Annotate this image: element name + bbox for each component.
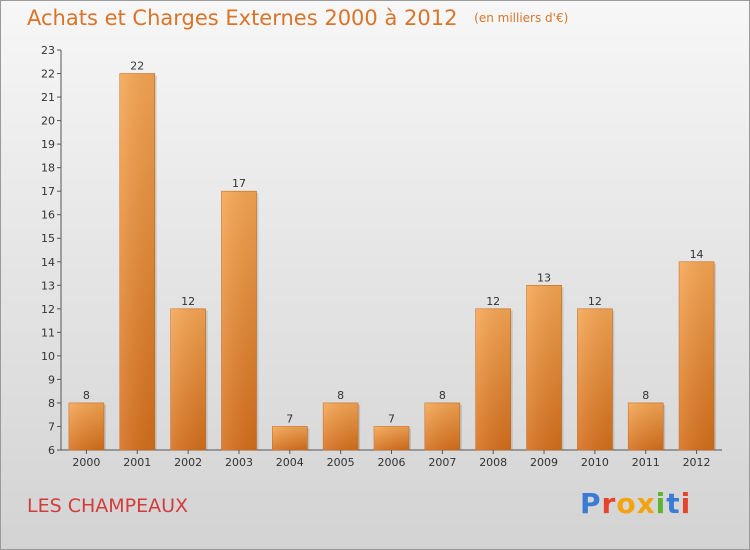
bar-shine bbox=[68, 402, 104, 450]
x-tick-label: 2012 bbox=[683, 456, 711, 469]
x-tick-label: 2003 bbox=[225, 456, 253, 469]
y-tick-label: 6 bbox=[48, 444, 55, 457]
logo-letter: i bbox=[680, 487, 692, 520]
bar-value-label: 12 bbox=[588, 295, 602, 308]
y-tick-label: 23 bbox=[41, 44, 55, 57]
y-tick-label: 10 bbox=[41, 350, 55, 363]
bar-shine bbox=[475, 308, 511, 450]
x-tick-label: 2002 bbox=[174, 456, 202, 469]
y-tick-label: 15 bbox=[41, 232, 55, 245]
y-tick-label: 7 bbox=[48, 420, 55, 433]
bar-shine bbox=[119, 73, 155, 450]
bar-value-label: 7 bbox=[388, 412, 395, 425]
bar-shine bbox=[628, 402, 664, 450]
bar-shine bbox=[526, 285, 562, 450]
y-tick-label: 13 bbox=[41, 279, 55, 292]
logo-letter: t bbox=[666, 487, 681, 520]
chart-title-text: Achats et Charges Externes 2000 à 2012 bbox=[27, 6, 458, 30]
bar-value-label: 8 bbox=[337, 389, 344, 402]
proxiti-logo[interactable]: Proxiti bbox=[580, 487, 691, 520]
logo-letter: o bbox=[616, 487, 637, 520]
y-tick-label: 22 bbox=[41, 68, 55, 81]
bar-shine bbox=[577, 308, 613, 450]
town-name: LES CHAMPEAUX bbox=[27, 495, 189, 517]
y-tick-label: 20 bbox=[41, 115, 55, 128]
y-tick-label: 11 bbox=[41, 326, 55, 339]
bar-shine bbox=[679, 261, 715, 450]
logo-letter: P bbox=[580, 487, 602, 520]
y-tick-label: 9 bbox=[48, 373, 55, 386]
x-tick-label: 2000 bbox=[72, 456, 100, 469]
bar-shine bbox=[424, 402, 460, 450]
y-tick-label: 14 bbox=[41, 256, 55, 269]
bar-value-label: 14 bbox=[690, 248, 704, 261]
bar-shine bbox=[374, 426, 409, 450]
logo-letter: r bbox=[601, 487, 617, 520]
y-tick-label: 18 bbox=[41, 162, 55, 175]
x-tick-label: 2004 bbox=[276, 456, 304, 469]
bar-value-label: 12 bbox=[486, 295, 500, 308]
bar-value-label: 12 bbox=[181, 295, 195, 308]
logo-letter: x bbox=[636, 487, 656, 520]
x-tick-label: 2006 bbox=[378, 456, 406, 469]
y-tick-label: 17 bbox=[41, 185, 55, 198]
y-tick-label: 12 bbox=[41, 303, 55, 316]
bar-shine bbox=[221, 191, 257, 451]
chart-title: Achats et Charges Externes 2000 à 2012 (… bbox=[27, 6, 568, 30]
x-tick-label: 2010 bbox=[581, 456, 609, 469]
bar-value-label: 22 bbox=[130, 60, 144, 73]
bar-shine bbox=[170, 308, 206, 450]
bar-shine bbox=[323, 402, 359, 450]
y-tick-label: 19 bbox=[41, 138, 55, 151]
x-tick-label: 2011 bbox=[632, 456, 660, 469]
x-tick-label: 2001 bbox=[123, 456, 151, 469]
bar-value-label: 8 bbox=[83, 389, 90, 402]
y-tick-label: 16 bbox=[41, 209, 55, 222]
chart-unit: (en milliers d'€) bbox=[474, 11, 569, 25]
y-tick-label: 8 bbox=[48, 397, 55, 410]
y-tick-label: 21 bbox=[41, 91, 55, 104]
x-tick-label: 2009 bbox=[530, 456, 558, 469]
bar-value-label: 8 bbox=[642, 389, 649, 402]
x-tick-label: 2005 bbox=[327, 456, 355, 469]
bar-value-label: 13 bbox=[537, 271, 551, 284]
logo-letter: i bbox=[655, 487, 667, 520]
bar-shine bbox=[272, 426, 308, 450]
x-tick-label: 2007 bbox=[428, 456, 456, 469]
bar-value-label: 17 bbox=[232, 177, 246, 190]
bar-value-label: 7 bbox=[286, 412, 293, 425]
bar-value-label: 8 bbox=[439, 389, 446, 402]
x-tick-label: 2008 bbox=[479, 456, 507, 469]
